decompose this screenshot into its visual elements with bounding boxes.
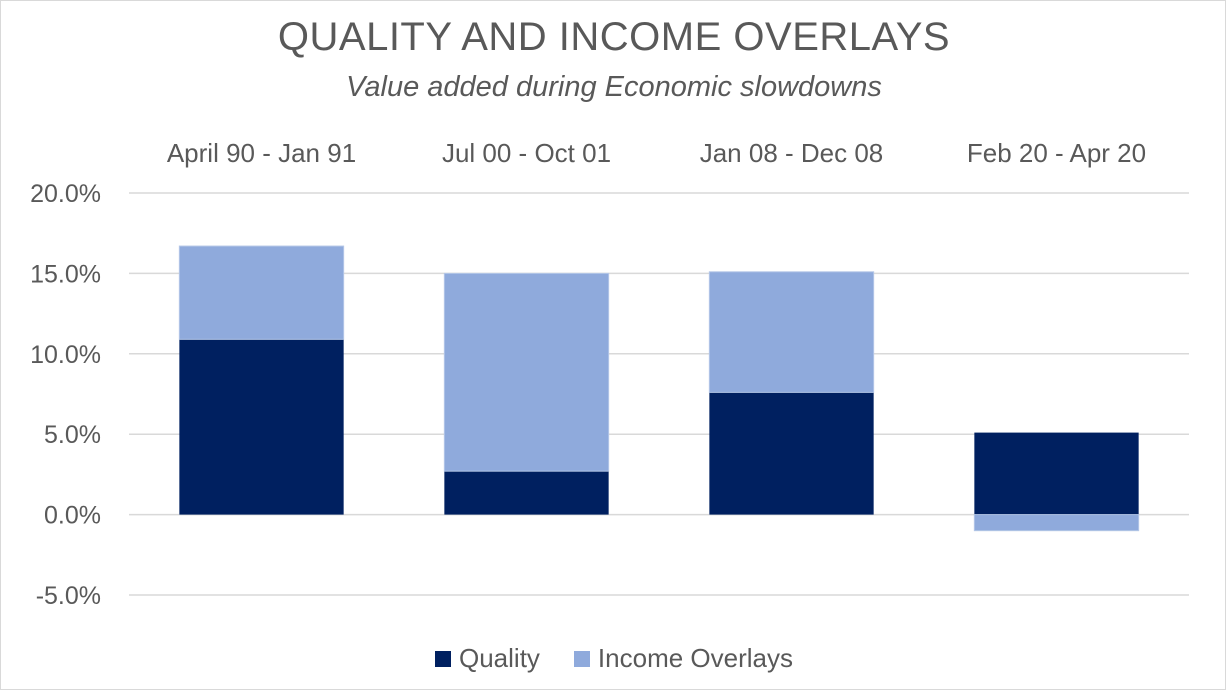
y-tick-label: 0.0% <box>44 502 101 530</box>
y-axis-tick-labels: 20.0% 15.0% 10.0% 5.0% 0.0% -5.0% <box>30 180 101 610</box>
bar-income-overlays <box>443 272 610 472</box>
bar-income-overlays <box>973 514 1140 532</box>
legend-item-quality[interactable]: Quality <box>435 643 540 674</box>
y-tick-label: -5.0% <box>36 582 101 610</box>
bar-income-overlays <box>708 271 875 393</box>
category-label: April 90 - Jan 91 <box>167 138 356 168</box>
bar-quality <box>444 471 609 515</box>
bars <box>178 245 1140 532</box>
category-label: Jan 08 - Dec 08 <box>700 138 884 168</box>
category-label: Jul 00 - Oct 01 <box>442 138 611 168</box>
chart-subtitle: Value added during Economic slowdowns <box>346 71 882 103</box>
category-label: Feb 20 - Apr 20 <box>967 138 1146 168</box>
y-tick-label: 10.0% <box>30 341 101 369</box>
legend: Quality Income Overlays <box>1 643 1226 674</box>
plot-area: 20.0% 15.0% 10.0% 5.0% 0.0% -5.0% April 90 - … <box>30 138 1189 610</box>
chart-title: QUALITY AND INCOME OVERLAYS <box>277 15 951 59</box>
legend-label-quality: Quality <box>459 643 540 673</box>
bar-income-overlays <box>178 245 345 340</box>
legend-swatch-quality <box>435 650 451 667</box>
y-tick-label: 15.0% <box>30 260 101 288</box>
category-labels: April 90 - Jan 91 Jul 00 - Oct 01 Jan 08 -… <box>167 138 1146 168</box>
bar-quality <box>179 339 344 515</box>
y-tick-label: 5.0% <box>44 421 101 449</box>
y-tick-label: 20.0% <box>30 180 101 208</box>
legend-label-income-overlays: Income Overlays <box>597 643 793 673</box>
bar-quality <box>709 392 874 515</box>
bar-quality <box>974 432 1139 515</box>
legend-item-income-overlays[interactable]: Income Overlays <box>573 643 793 674</box>
legend-swatch-income-overlays <box>573 650 590 667</box>
